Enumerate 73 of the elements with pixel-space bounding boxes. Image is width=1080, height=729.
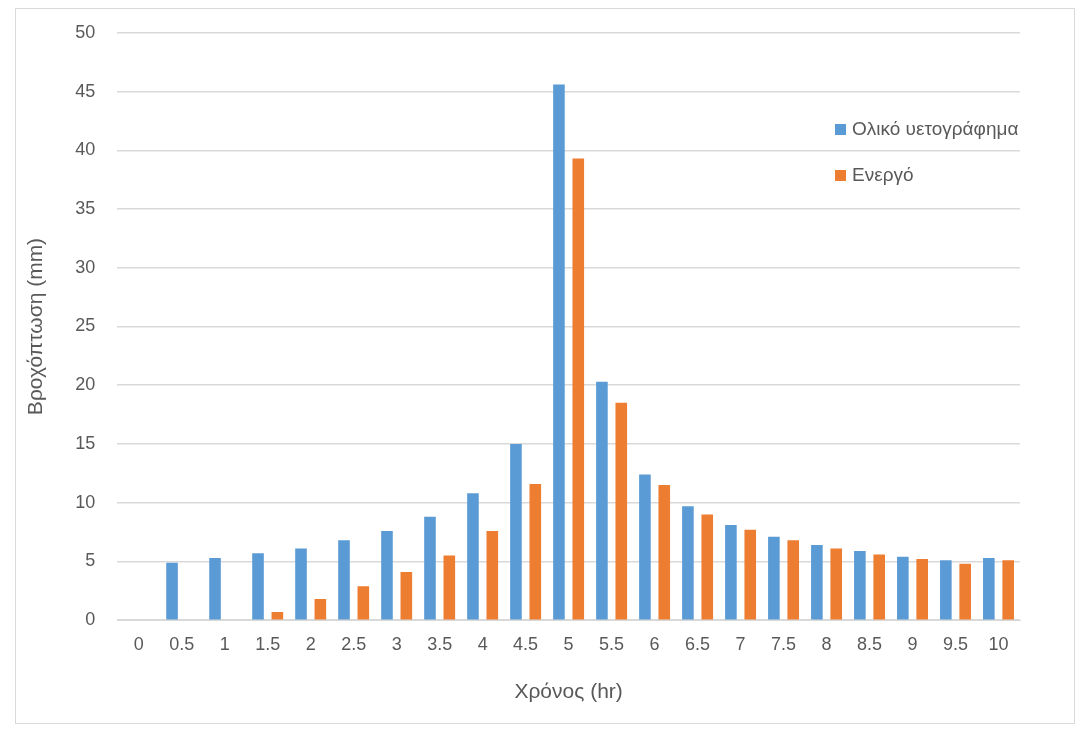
bar: [572, 158, 585, 620]
x-tick-label: 4: [477, 633, 488, 654]
x-tick-label: 10: [988, 633, 1009, 654]
bar: [744, 529, 757, 620]
y-tick-label: 45: [75, 80, 96, 101]
bar: [381, 530, 393, 620]
y-tick-label: 5: [85, 550, 96, 571]
bar: [553, 84, 565, 620]
x-tick-label: 8.5: [857, 633, 883, 654]
bar: [940, 560, 952, 620]
bar: [897, 556, 909, 620]
bar: [338, 540, 350, 620]
bar: [443, 555, 456, 620]
bar: [209, 557, 221, 620]
x-tick-label: 7: [735, 633, 746, 654]
x-tick-label: 7.5: [771, 633, 797, 654]
bar: [873, 554, 886, 620]
x-tick-label: 2.5: [341, 633, 367, 654]
bar: [252, 553, 264, 620]
bar: [166, 562, 178, 620]
bar: [916, 559, 928, 620]
x-tick-label: 6.5: [685, 633, 711, 654]
x-tick-label: 1.5: [255, 633, 281, 654]
bar: [768, 536, 780, 620]
y-axis-title: Βροχόπτωση (mm): [23, 237, 47, 416]
y-tick-label: 20: [75, 374, 96, 395]
x-tick-label: 0.5: [169, 633, 195, 654]
bar: [424, 516, 436, 620]
bar: [682, 506, 694, 620]
bar: [357, 586, 370, 620]
bar: [400, 572, 413, 620]
y-tick-label: 25: [75, 315, 96, 336]
bar: [529, 483, 542, 620]
y-tick-label: 0: [85, 609, 96, 630]
x-tick-label: 5.5: [599, 633, 625, 654]
bar: [596, 381, 608, 620]
x-tick-label: 2: [305, 633, 316, 654]
x-tick-label: 9.5: [943, 633, 969, 654]
bar: [983, 557, 995, 620]
bar: [701, 514, 714, 620]
bar: [811, 545, 823, 620]
x-tick-label: 0: [133, 633, 144, 654]
bar: [467, 493, 479, 620]
x-tick-label: 8: [821, 633, 832, 654]
bar: [295, 548, 307, 620]
y-tick-label: 10: [75, 491, 96, 512]
x-tick-label: 4.5: [513, 633, 539, 654]
x-tick-label: 6: [649, 633, 660, 654]
bar: [725, 525, 737, 620]
x-tick-label: 3: [391, 633, 402, 654]
y-tick-label: 40: [75, 139, 96, 160]
bar: [314, 599, 327, 620]
bar: [830, 548, 843, 620]
x-axis-title: Χρόνος (hr): [514, 679, 623, 703]
x-tick-label: 9: [907, 633, 918, 654]
bar: [787, 540, 800, 620]
x-tick-label: 1: [219, 633, 230, 654]
x-tick-label: 3.5: [427, 633, 453, 654]
bar: [639, 474, 651, 620]
legend-label: Ενεργό: [852, 164, 914, 186]
bar: [486, 530, 499, 620]
bar: [854, 550, 866, 620]
y-tick-label: 15: [75, 432, 96, 453]
bar: [959, 563, 971, 620]
y-tick-label: 30: [75, 256, 96, 277]
bar: [510, 443, 522, 620]
bar: [1002, 560, 1014, 620]
legend-label: Ολικό υετογράφημα: [852, 118, 1019, 140]
y-tick-label: 50: [75, 21, 96, 42]
bar: [658, 485, 671, 620]
bar: [615, 402, 628, 620]
y-tick-label: 35: [75, 197, 96, 218]
x-tick-label: 5: [563, 633, 574, 654]
